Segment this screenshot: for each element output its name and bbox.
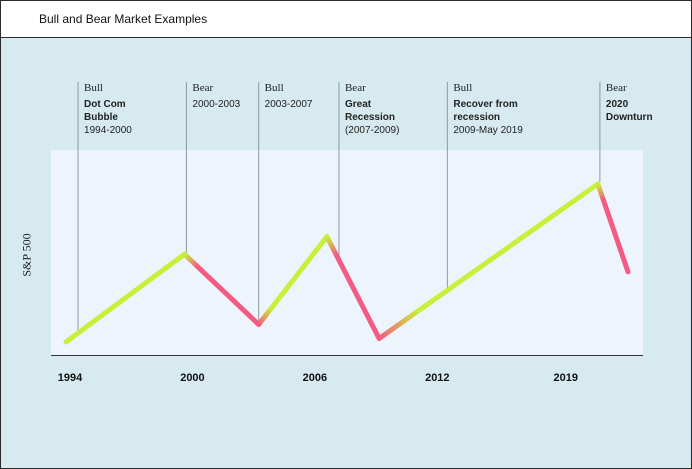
bull-segment (376, 181, 601, 341)
x-tick-label: 1994 (57, 372, 83, 384)
annotation-name: Recover from (453, 99, 518, 110)
annotation-phase: Bull (453, 82, 473, 94)
annotation-phase: Bear (192, 82, 214, 94)
annotation-name: Bubble (84, 112, 118, 123)
annotation-label: Bear 2020 Downturn (606, 82, 692, 124)
annotation-name: 2020 (605, 99, 629, 110)
annotation-label: Bull 2003-2007 (265, 82, 385, 111)
annotation-name: Recession (344, 112, 395, 123)
annotation-name: recession (453, 112, 501, 123)
x-tick-label: 2019 (553, 372, 579, 384)
bear-segment (181, 251, 262, 327)
annotation-phase: Bull (264, 82, 284, 94)
x-tick-label: 2012 (425, 372, 450, 384)
annotation-years: (2007-2009) (344, 125, 400, 136)
annotation-label: Bear 2000-2003 (192, 82, 312, 111)
bull-segment (256, 234, 330, 327)
annotation-phase: Bull (84, 82, 103, 94)
annotation-years: 2003-2007 (264, 99, 313, 110)
plot-area (51, 150, 643, 355)
annotation-label: Bear Great Recession (2007-2009) (345, 82, 465, 137)
annotation-years: 2000-2003 (192, 99, 241, 110)
annotation-name: Downturn (605, 112, 653, 123)
x-axis-line (51, 355, 643, 356)
x-tick-label: 2006 (302, 372, 328, 384)
bear-segment (595, 181, 631, 275)
annotation-name: Dot Com (84, 99, 126, 110)
annotation-years: 2009-May 2019 (453, 125, 523, 136)
bear-segment (324, 234, 382, 341)
chart-header: Bull and Bear Market Examples (1, 1, 691, 38)
annotation-phase: Bear (605, 82, 627, 94)
annotation-label: Bull Dot Com Bubble 1994-2000 (84, 82, 204, 137)
x-tick-label: 2000 (180, 372, 205, 384)
annotation-name: Great (344, 99, 372, 110)
chart-title: Bull and Bear Market Examples (39, 12, 208, 26)
bull-segment (63, 251, 187, 345)
annotation-years: 1994-2000 (84, 125, 132, 136)
annotation-label: Bull Recover from recession 2009-May 2019 (453, 82, 573, 137)
annotation-phase: Bear (344, 82, 366, 94)
